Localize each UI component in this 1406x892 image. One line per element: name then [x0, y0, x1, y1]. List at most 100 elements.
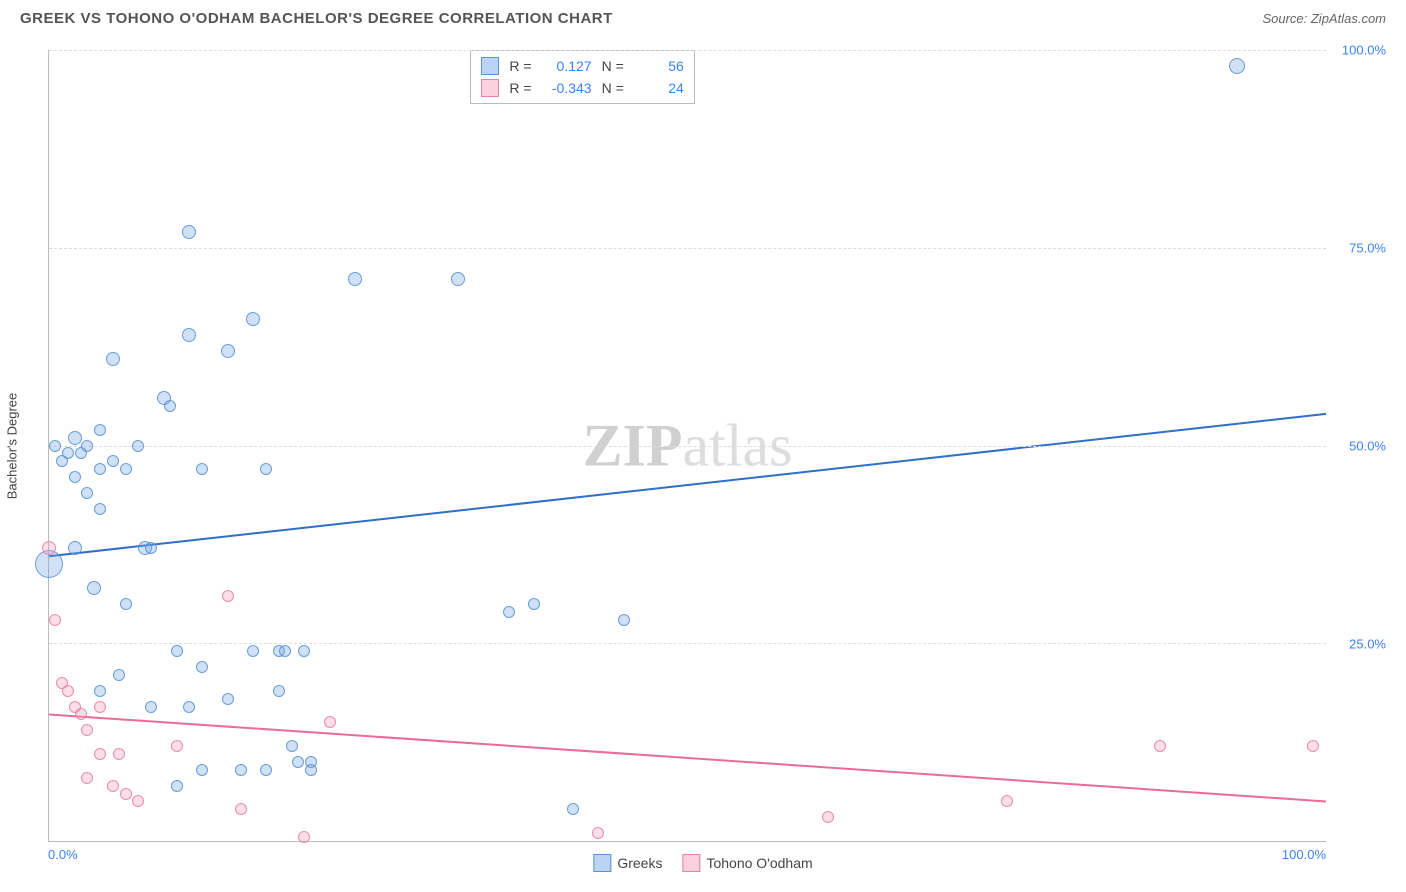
y-tick: 25.0%	[1349, 637, 1386, 652]
data-point	[94, 748, 106, 760]
data-point	[49, 614, 61, 626]
data-point	[94, 424, 106, 436]
y-tick: 50.0%	[1349, 439, 1386, 454]
data-point	[120, 598, 132, 610]
gridline	[49, 50, 1326, 51]
data-point	[246, 312, 260, 326]
data-point	[324, 716, 336, 728]
data-point	[292, 756, 304, 768]
data-point	[107, 780, 119, 792]
data-point	[1001, 795, 1013, 807]
data-point	[120, 788, 132, 800]
data-point	[94, 701, 106, 713]
data-point	[235, 803, 247, 815]
data-point	[618, 614, 630, 626]
data-point	[49, 440, 61, 452]
gridline	[49, 643, 1326, 644]
gridline	[49, 446, 1326, 447]
data-point	[62, 685, 74, 697]
data-point	[279, 645, 291, 657]
data-point	[120, 463, 132, 475]
data-point	[69, 471, 81, 483]
n-value: 24	[634, 80, 684, 96]
stats-legend: R = 0.127 N = 56 R = -0.343 N = 24	[470, 50, 694, 104]
data-point	[451, 272, 465, 286]
data-point	[298, 645, 310, 657]
chart-title: GREEK VS TOHONO O'ODHAM BACHELOR'S DEGRE…	[20, 10, 613, 27]
data-point	[1154, 740, 1166, 752]
data-point	[94, 463, 106, 475]
data-point	[42, 541, 56, 555]
r-label: R =	[509, 80, 531, 96]
n-value: 56	[634, 58, 684, 74]
data-point	[273, 685, 285, 697]
series-legend: Greeks Tohono O'odham	[593, 854, 812, 872]
swatch-blue	[593, 854, 611, 872]
data-point	[182, 225, 196, 239]
data-point	[305, 764, 317, 776]
data-point	[260, 463, 272, 475]
data-point	[196, 661, 208, 673]
data-point	[164, 400, 176, 412]
data-point	[81, 487, 93, 499]
data-point	[182, 328, 196, 342]
y-axis-title: Bachelor's Degree	[5, 393, 20, 500]
gridline	[49, 248, 1326, 249]
data-point	[298, 831, 310, 843]
data-point	[171, 740, 183, 752]
data-point	[81, 724, 93, 736]
data-point	[94, 503, 106, 515]
data-point	[286, 740, 298, 752]
data-point	[145, 542, 157, 554]
data-point	[132, 440, 144, 452]
y-tick: 100.0%	[1342, 43, 1386, 58]
stats-row: R = 0.127 N = 56	[481, 55, 683, 77]
source-label: Source: ZipAtlas.com	[1262, 11, 1386, 26]
swatch-pink	[481, 79, 499, 97]
chart-area: ZIPatlas R =0.127N =56R =-0.343N =24 25.…	[48, 50, 1386, 842]
data-point	[196, 463, 208, 475]
data-point	[81, 440, 93, 452]
n-label: N =	[602, 80, 624, 96]
data-point	[68, 431, 82, 445]
data-point	[81, 772, 93, 784]
data-point	[145, 701, 157, 713]
data-point	[1229, 58, 1245, 74]
data-point	[822, 811, 834, 823]
n-label: N =	[602, 58, 624, 74]
r-value: -0.343	[542, 80, 592, 96]
data-point	[528, 598, 540, 610]
data-point	[196, 764, 208, 776]
data-point	[171, 645, 183, 657]
data-point	[106, 352, 120, 366]
legend-label: Greeks	[617, 855, 662, 871]
data-point	[113, 669, 125, 681]
swatch-blue	[481, 57, 499, 75]
data-point	[132, 795, 144, 807]
data-point	[1307, 740, 1319, 752]
data-point	[247, 645, 259, 657]
data-point	[222, 590, 234, 602]
data-point	[171, 780, 183, 792]
data-point	[567, 803, 579, 815]
y-tick-labels: 25.0%50.0%75.0%100.0%	[1331, 50, 1386, 842]
data-point	[221, 344, 235, 358]
plot-area: ZIPatlas R =0.127N =56R =-0.343N =24	[48, 50, 1326, 842]
y-tick: 75.0%	[1349, 241, 1386, 256]
swatch-pink	[682, 854, 700, 872]
legend-item: Tohono O'odham	[682, 854, 812, 872]
data-point	[107, 455, 119, 467]
data-point	[503, 606, 515, 618]
data-point	[222, 693, 234, 705]
legend-label: Tohono O'odham	[706, 855, 812, 871]
data-point	[68, 541, 82, 555]
data-point	[183, 701, 195, 713]
r-value: 0.127	[542, 58, 592, 74]
r-label: R =	[509, 58, 531, 74]
data-point	[94, 685, 106, 697]
data-point	[260, 764, 272, 776]
data-point	[62, 447, 74, 459]
legend-item: Greeks	[593, 854, 662, 872]
stats-row: R = -0.343 N = 24	[481, 77, 683, 99]
data-point	[348, 272, 362, 286]
